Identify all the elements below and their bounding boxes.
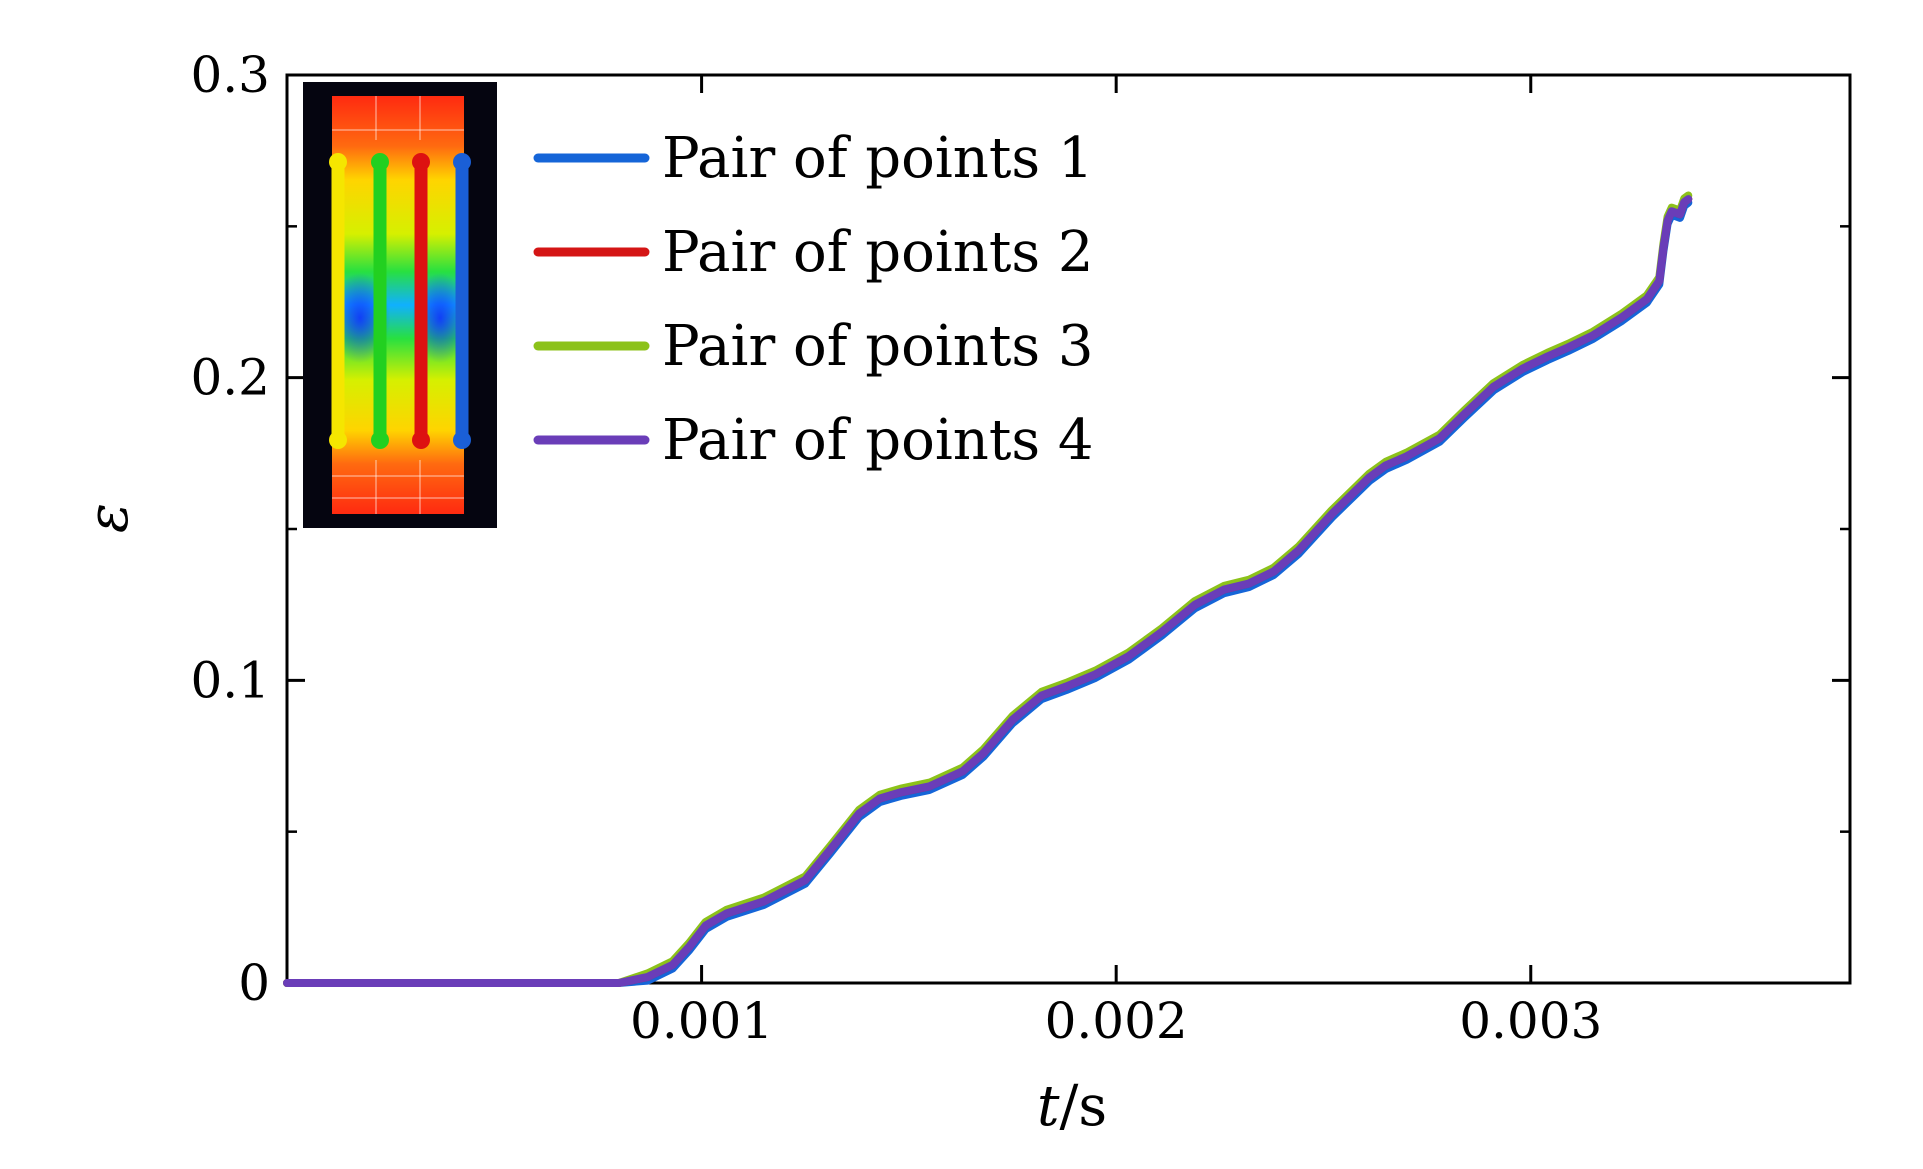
inset-point-bottom-1 bbox=[329, 431, 347, 449]
y-tick-label: 0.3 bbox=[190, 46, 270, 104]
inset-point-pair-lines bbox=[329, 153, 471, 449]
inset-strain-field-image bbox=[303, 82, 497, 528]
y-axis-ticks: 0 0.1 0.2 0.3 bbox=[190, 46, 1850, 1012]
y-axis-title: ε bbox=[76, 503, 141, 533]
x-axis-title: t/s bbox=[1037, 1074, 1107, 1139]
legend-label-4: Pair of points 4 bbox=[662, 408, 1093, 473]
legend-label-1: Pair of points 1 bbox=[662, 126, 1093, 191]
plot-frame bbox=[285, 73, 1852, 985]
legend-label-3: Pair of points 3 bbox=[662, 314, 1093, 379]
inset-point-top-4 bbox=[453, 153, 471, 171]
inset-point-bottom-3 bbox=[412, 431, 430, 449]
y-tick-label: 0 bbox=[238, 954, 270, 1012]
inset-point-bottom-2 bbox=[371, 431, 389, 449]
y-tick-label: 0.1 bbox=[190, 651, 270, 709]
legend-label-2: Pair of points 2 bbox=[662, 220, 1093, 285]
series-lines bbox=[283, 191, 1693, 987]
x-tick-label: 0.002 bbox=[1045, 992, 1188, 1050]
x-axis-ticks: 0.001 0.002 0.003 bbox=[630, 75, 1602, 1050]
inset-point-top-1 bbox=[329, 153, 347, 171]
legend: Pair of points 1 Pair of points 2 Pair of … bbox=[533, 126, 1093, 473]
inset-point-bottom-4 bbox=[453, 431, 471, 449]
series-line-4 bbox=[283, 195, 1693, 987]
y-tick-label: 0.2 bbox=[190, 349, 270, 407]
inset-point-top-2 bbox=[371, 153, 389, 171]
x-tick-label: 0.003 bbox=[1459, 992, 1602, 1050]
x-tick-label: 0.001 bbox=[630, 992, 773, 1050]
inset-point-top-3 bbox=[412, 153, 430, 171]
